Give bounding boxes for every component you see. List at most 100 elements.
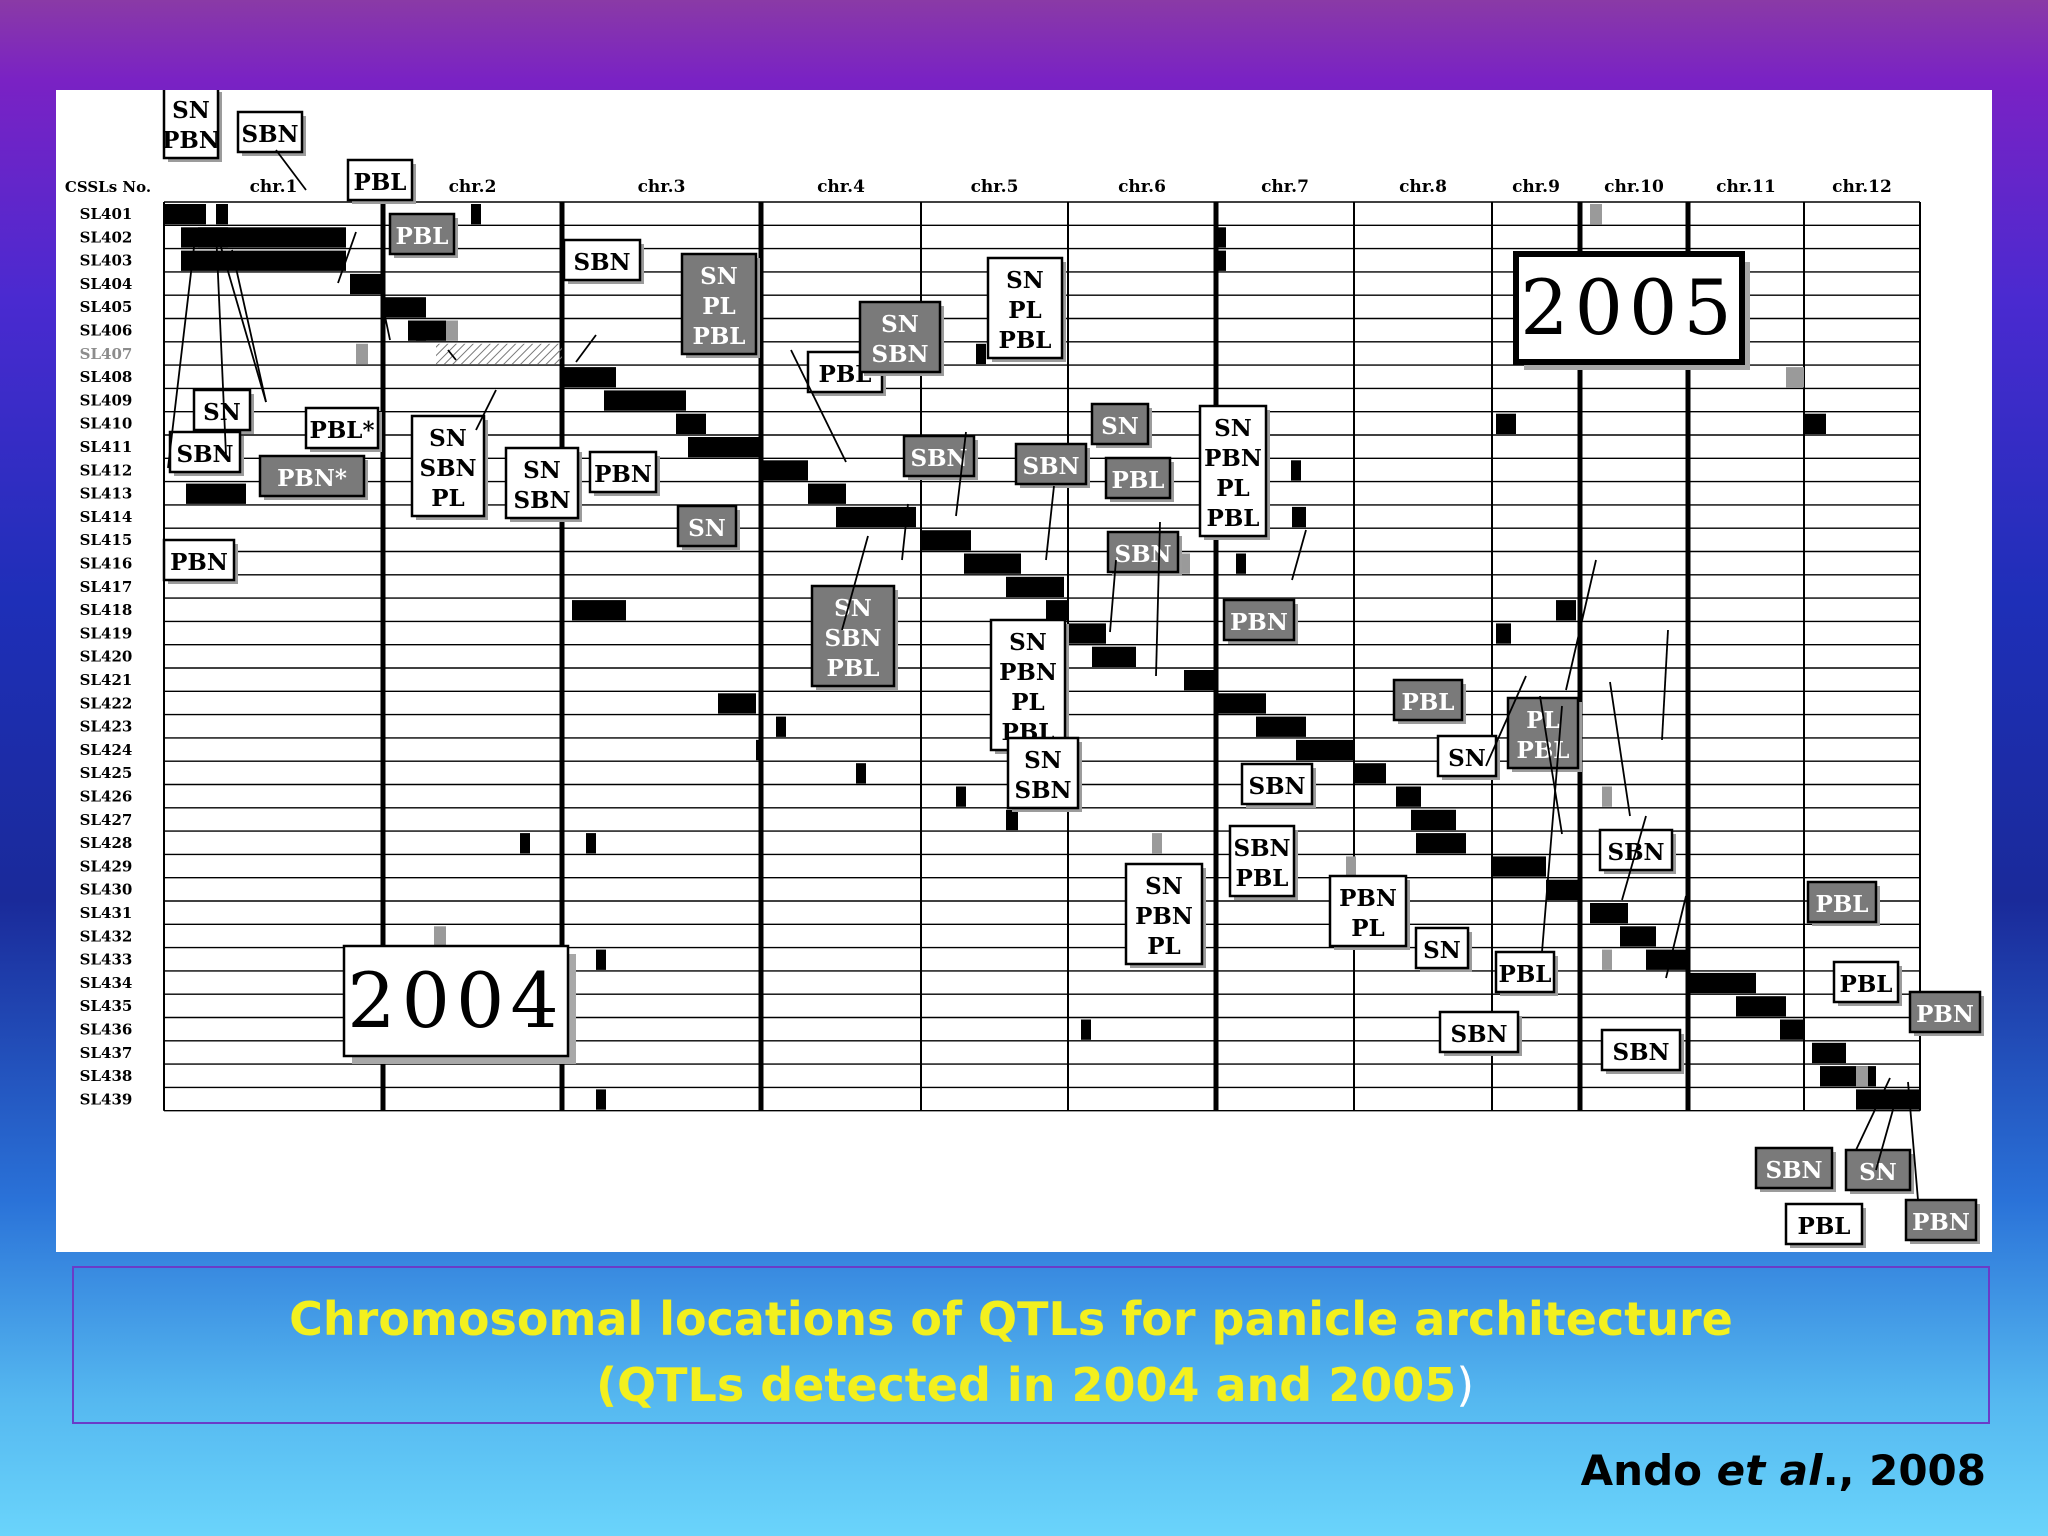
qtl-label-box-2004-6 <box>304 406 380 450</box>
qtl-label-text: PL <box>1351 915 1384 942</box>
qtl-label-text: SBN <box>1114 541 1171 568</box>
citation-etal: et al <box>1716 1446 1823 1495</box>
qtl-2005-marker <box>434 926 446 947</box>
qtl-2005-marker <box>1602 949 1612 970</box>
connector-line <box>215 229 227 456</box>
line-label-sl412: SL412 <box>80 461 133 479</box>
line-label-sl406: SL406 <box>80 322 133 340</box>
qtl-label-text: PBL <box>396 223 449 250</box>
chromosome-segment <box>350 273 383 295</box>
chromosome-label-6: chr.6 <box>1118 177 1166 197</box>
qtl-label-box-2005-7 <box>1014 442 1088 486</box>
qtl-label-text: PBL <box>1517 737 1570 764</box>
chromosome-segment <box>1492 856 1546 877</box>
qtl-label-box-2004-20 <box>1414 926 1470 970</box>
qtl-2005-marker <box>446 320 458 341</box>
qtl-label-text: SBN <box>419 455 476 482</box>
chromosome-segment <box>1396 786 1421 807</box>
caption-subtitle-paren: ) <box>1456 1358 1475 1412</box>
qtl-label-box-2005-0 <box>388 212 456 256</box>
line-label-sl428: SL428 <box>80 834 133 852</box>
qtl-label-text: PBL <box>693 323 746 350</box>
qtl-label-text: SBN <box>1233 835 1290 862</box>
qtl-label-box-2004-21 <box>1436 734 1498 778</box>
connector-line <box>1291 529 1307 581</box>
qtl-label-box-2004-1 <box>236 110 304 154</box>
connector-line <box>1665 895 1687 979</box>
chromosome-segment <box>1556 600 1576 621</box>
qtl-label-text: PBL <box>1236 865 1289 892</box>
caption-box: Chromosomal locations of QTLs for panicl… <box>72 1266 1990 1424</box>
chromosome-segment <box>1068 623 1106 644</box>
qtl-label-text: PBL <box>1112 467 1165 494</box>
line-label-sl431: SL431 <box>80 904 133 922</box>
chromosome-label-4: chr.4 <box>817 177 865 197</box>
connector-line <box>1621 815 1647 901</box>
qtl-label-box-2005-3 <box>676 504 738 548</box>
connector-line <box>1565 559 1597 691</box>
chromosome-segment <box>956 786 966 807</box>
chromosome-segment <box>1856 1089 1920 1110</box>
chromosome-segment <box>856 763 866 784</box>
qtl-label-text: PBL <box>1499 961 1552 988</box>
connector-line <box>1155 521 1161 677</box>
qtl-label-text: SN <box>1214 415 1252 442</box>
connector-line <box>167 229 197 469</box>
connector-line <box>1875 1091 1899 1171</box>
chromosome-label-5: chr.5 <box>971 177 1019 197</box>
connector-line <box>1541 705 1563 953</box>
connector-line <box>575 334 597 363</box>
qtl-figure: CSSLs No. chr.1 chr.2 chr.3 chr.4 chr.5 chr.6 c… <box>56 90 1992 1252</box>
qtl-2005-marker <box>1786 367 1804 388</box>
connector-line <box>1045 485 1055 561</box>
chromosome-label-2: chr.2 <box>449 177 497 197</box>
qtl-label-text: PBN* <box>277 465 347 492</box>
line-label-sl429: SL429 <box>80 857 133 875</box>
chromosome-label-3: chr.3 <box>638 177 686 197</box>
qtl-2005-marker <box>1346 856 1356 877</box>
qtl-2005-marker <box>1152 833 1162 854</box>
qtl-label-text: SN <box>700 263 738 290</box>
qtl-label-box-2004-27 <box>1784 1202 1864 1246</box>
line-label-sl418: SL418 <box>80 601 133 619</box>
qtl-label-text: PBL <box>1798 1213 1851 1240</box>
qtl-label-box-2004-16 <box>1240 762 1314 806</box>
chromosome-segment <box>1216 227 1226 248</box>
qtl-label-box-2004-15 <box>1006 736 1080 810</box>
qtl-label-box-2005-1 <box>258 454 366 498</box>
chromosome-segment <box>1411 809 1456 831</box>
connector-line <box>215 229 267 403</box>
chromosome-label-1: chr.1 <box>250 177 298 197</box>
chromosome-segment <box>416 320 426 341</box>
chromosome-segment <box>596 1089 606 1110</box>
line-label-sl403: SL403 <box>80 252 133 270</box>
qtl-label-text: SBN <box>1248 773 1305 800</box>
qtl-label-text: PBN <box>1339 885 1397 912</box>
line-label-sl411: SL411 <box>80 438 133 456</box>
qtl-label-box-2004-18 <box>1124 862 1204 966</box>
qtl-label-box-2005-11 <box>1222 598 1296 642</box>
chromosome-segment <box>1184 670 1216 691</box>
citation: Ando et al., 2008 <box>1581 1446 1986 1495</box>
qtl-label-box-2004-25 <box>1600 1028 1682 1072</box>
chromosome-segment <box>572 600 626 621</box>
qtl-label-text: SN <box>834 595 872 622</box>
qtl-label-box-2005-6 <box>1090 402 1150 446</box>
connector-line <box>790 349 847 463</box>
qtl-label-text: PBL <box>999 327 1052 354</box>
chromosome-segment <box>1081 1019 1091 1040</box>
chromosome-label-11: chr.11 <box>1716 177 1776 197</box>
chromosome-segment <box>216 204 228 225</box>
connector-line <box>1539 695 1563 835</box>
citation-year: ., 2008 <box>1822 1446 1986 1495</box>
qtl-label-text: PBL <box>827 655 880 682</box>
line-label-sl430: SL430 <box>80 881 133 899</box>
qtl-label-text: PBN <box>1916 1001 1974 1028</box>
qtl-label-text: SN <box>1101 413 1139 440</box>
qtl-label-text: SBN <box>513 487 570 514</box>
qtl-label-box-2004-14 <box>1198 404 1268 538</box>
chromosome-segment <box>164 204 206 225</box>
line-label-sl401: SL401 <box>80 205 133 223</box>
connector-line <box>955 431 967 517</box>
qtl-label-box-2005-15 <box>1806 880 1878 924</box>
